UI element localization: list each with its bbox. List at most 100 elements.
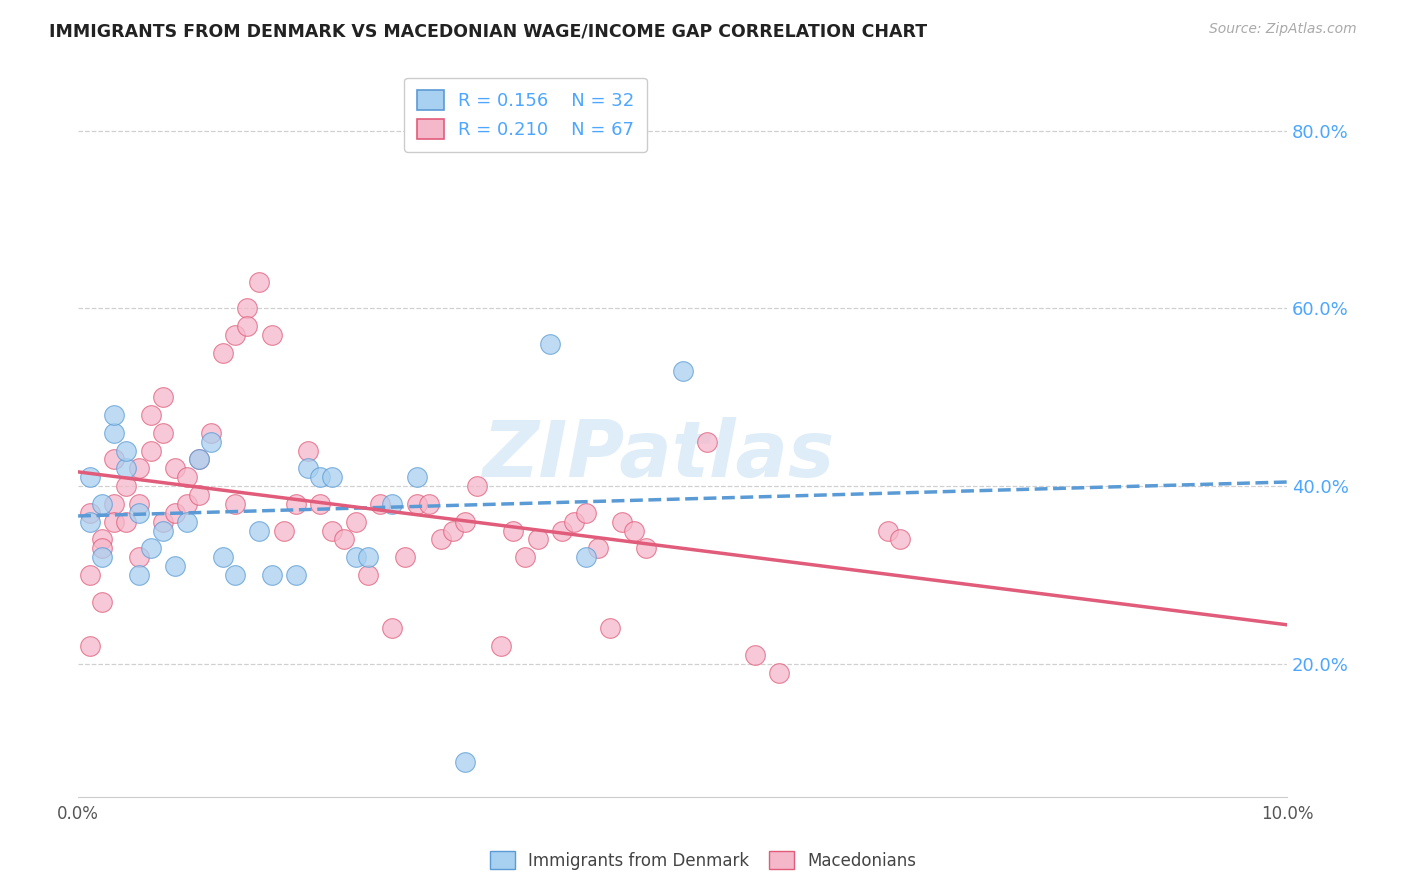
Point <box>163 506 186 520</box>
Point <box>128 461 150 475</box>
Legend: Immigrants from Denmark, Macedonians: Immigrants from Denmark, Macedonians <box>482 845 924 877</box>
Point <box>115 461 138 475</box>
Point <box>405 470 427 484</box>
Point <box>139 408 162 422</box>
Point <box>249 524 271 538</box>
Point <box>297 443 319 458</box>
Text: ZIPatlas: ZIPatlas <box>482 417 835 492</box>
Point <box>188 488 211 502</box>
Point <box>344 515 367 529</box>
Point <box>103 497 125 511</box>
Point <box>188 452 211 467</box>
Point <box>538 337 561 351</box>
Point <box>79 470 101 484</box>
Point <box>491 639 513 653</box>
Point <box>188 452 211 467</box>
Point <box>599 621 621 635</box>
Legend: R = 0.156    N = 32, R = 0.210    N = 67: R = 0.156 N = 32, R = 0.210 N = 67 <box>404 78 647 152</box>
Point <box>430 533 453 547</box>
Point <box>91 541 114 556</box>
Point <box>610 515 633 529</box>
Point <box>236 301 259 316</box>
Point <box>526 533 548 547</box>
Point <box>381 621 404 635</box>
Point <box>586 541 609 556</box>
Point <box>671 364 693 378</box>
Point <box>103 515 125 529</box>
Text: IMMIGRANTS FROM DENMARK VS MACEDONIAN WAGE/INCOME GAP CORRELATION CHART: IMMIGRANTS FROM DENMARK VS MACEDONIAN WA… <box>49 22 928 40</box>
Point <box>696 434 718 449</box>
Point <box>115 515 138 529</box>
Point <box>260 328 283 343</box>
Point <box>454 755 477 769</box>
Point <box>91 533 114 547</box>
Point <box>212 346 235 360</box>
Point <box>115 479 138 493</box>
Point <box>91 550 114 565</box>
Point <box>128 550 150 565</box>
Point <box>91 497 114 511</box>
Point <box>889 533 911 547</box>
Point <box>309 470 332 484</box>
Point <box>249 275 271 289</box>
Point <box>152 515 174 529</box>
Point <box>623 524 645 538</box>
Point <box>224 568 246 582</box>
Point <box>321 470 343 484</box>
Point <box>103 452 125 467</box>
Point <box>394 550 416 565</box>
Point <box>79 506 101 520</box>
Point <box>575 506 598 520</box>
Point <box>405 497 427 511</box>
Point <box>224 328 246 343</box>
Point <box>418 497 440 511</box>
Point <box>115 443 138 458</box>
Point <box>357 568 380 582</box>
Point <box>454 515 477 529</box>
Point <box>139 541 162 556</box>
Point <box>551 524 574 538</box>
Point <box>139 443 162 458</box>
Point <box>163 559 186 574</box>
Point <box>103 408 125 422</box>
Point <box>200 434 222 449</box>
Point <box>344 550 367 565</box>
Point <box>465 479 488 493</box>
Point <box>176 515 198 529</box>
Point <box>744 648 766 662</box>
Point <box>877 524 900 538</box>
Point <box>260 568 283 582</box>
Point <box>152 524 174 538</box>
Point <box>128 497 150 511</box>
Point <box>152 390 174 404</box>
Point <box>768 665 790 680</box>
Point <box>212 550 235 565</box>
Point <box>236 319 259 334</box>
Point <box>370 497 392 511</box>
Point <box>273 524 295 538</box>
Point <box>176 497 198 511</box>
Point <box>163 461 186 475</box>
Point <box>357 550 380 565</box>
Point <box>562 515 585 529</box>
Point <box>515 550 537 565</box>
Point <box>128 568 150 582</box>
Point <box>79 639 101 653</box>
Point <box>636 541 658 556</box>
Text: Source: ZipAtlas.com: Source: ZipAtlas.com <box>1209 22 1357 37</box>
Point <box>381 497 404 511</box>
Point <box>333 533 356 547</box>
Point <box>321 524 343 538</box>
Point <box>91 595 114 609</box>
Point <box>284 568 307 582</box>
Point <box>284 497 307 511</box>
Point <box>79 515 101 529</box>
Point <box>297 461 319 475</box>
Point <box>103 425 125 440</box>
Point <box>441 524 464 538</box>
Point <box>224 497 246 511</box>
Point <box>502 524 524 538</box>
Point <box>79 568 101 582</box>
Point <box>128 506 150 520</box>
Point <box>575 550 598 565</box>
